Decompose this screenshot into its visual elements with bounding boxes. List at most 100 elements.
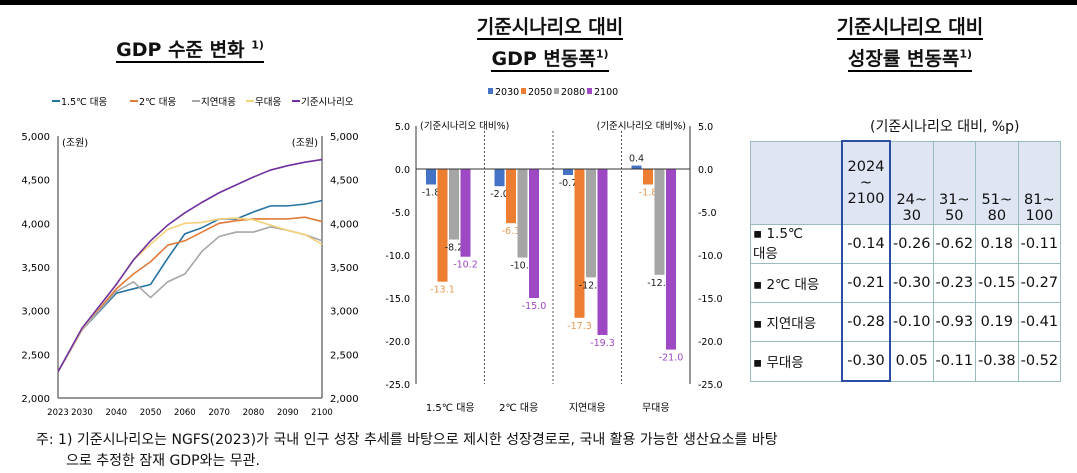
- y-tick-right: 5,000: [330, 132, 359, 143]
- legend-swatch: [554, 88, 559, 94]
- table-cell: -0.41: [1017, 302, 1062, 342]
- chart2-title: 기준시나리오 대비 GDP 변동폭1): [476, 16, 624, 73]
- table-cell: 0.05: [889, 341, 934, 382]
- legend-label: 2030: [495, 87, 519, 98]
- bar: [597, 169, 608, 335]
- y-tick-right: -25.0: [698, 380, 723, 391]
- category-label: 무대응: [642, 402, 670, 414]
- bar: [666, 169, 676, 350]
- x-tick: 2070: [208, 408, 230, 418]
- legend-label: 2℃ 대응: [139, 97, 176, 108]
- table-cell: -0.15: [975, 263, 1019, 303]
- legend-label: 기준시나리오: [301, 97, 354, 108]
- table-cell: -0.38: [975, 341, 1019, 382]
- row-label: ▪ 1.5℃ 대응: [750, 224, 843, 264]
- table-cell: -0.93: [932, 302, 977, 342]
- series-line: [57, 217, 323, 373]
- y-tick-left: -20.0: [385, 337, 410, 348]
- table-row: ▪ 2℃ 대응 -0.21 -0.30 -0.23 -0.15 -0.27: [750, 263, 1062, 303]
- growth-table: 2024 ~2100 24~ 30 31~ 50 51~ 80 81~ 100 ▪ 1.5℃ 대응 -0…: [750, 140, 1062, 382]
- y-tick-left: 4,000: [21, 219, 50, 230]
- column-header: 2024 ~2100: [841, 140, 891, 225]
- table-cell: -0.10: [889, 302, 934, 342]
- y-tick-left: -15.0: [385, 294, 410, 305]
- legend-label: 2050: [528, 87, 552, 98]
- table-cell: -0.27: [1017, 263, 1062, 303]
- y-tick-right: 2,500: [330, 350, 359, 361]
- bar: [586, 169, 596, 278]
- bar: [643, 169, 653, 185]
- data-label: -13.1: [430, 285, 455, 296]
- y-tick-left: 2,000: [21, 394, 50, 405]
- table-cell: -0.14: [841, 224, 891, 264]
- legend-label: 무대응: [255, 97, 281, 108]
- y-tick-left: -25.0: [385, 380, 410, 391]
- y-tick-left: -5.0: [391, 208, 410, 219]
- column-header: 31~ 50: [932, 140, 977, 225]
- chart1-title: GDP 수준 변화 1): [116, 39, 264, 64]
- y-unit-left: (조원): [62, 137, 88, 149]
- x-tick: 2080: [243, 408, 265, 418]
- table-caption: (기준시나리오 대비, %p): [870, 119, 1020, 135]
- row-label: ▪ 2℃ 대응: [750, 263, 843, 303]
- bar: [574, 169, 585, 318]
- data-label: -10.2: [453, 260, 478, 271]
- data-label: -21.0: [659, 353, 684, 364]
- y-tick-left: 3,000: [21, 307, 50, 318]
- y-tick-left: 4,500: [21, 176, 50, 187]
- bar: [506, 169, 516, 224]
- table-cell: 0.19: [975, 302, 1019, 342]
- y-tick-right: -5.0: [698, 208, 717, 219]
- y-tick-right: 5.0: [698, 122, 713, 133]
- top-rule: [0, 0, 1077, 5]
- y-tick-right: 4,000: [330, 219, 359, 230]
- bar: [529, 169, 539, 298]
- table-cell: -0.11: [1017, 224, 1062, 264]
- table-cell: -0.11: [932, 341, 977, 382]
- x-tick: 2050: [140, 408, 162, 418]
- y-unit-right: (기준시나리오 대비%): [597, 121, 686, 132]
- bar: [426, 169, 436, 185]
- data-label: -0.7: [559, 178, 578, 189]
- data-label: -1.8: [422, 187, 441, 198]
- y-tick-right: 3,500: [330, 263, 359, 274]
- table-cell: -0.23: [932, 263, 977, 303]
- y-tick-right: 3,000: [330, 307, 359, 318]
- data-label: -12.3: [647, 278, 672, 289]
- table-cell: -0.62: [932, 224, 977, 264]
- table-row: ▪ 지연대응 -0.28 -0.10 -0.93 0.19 -0.41: [750, 302, 1062, 342]
- bar: [654, 169, 665, 275]
- y-tick-right: 0.0: [698, 165, 713, 176]
- row-label: ▪ 무대응: [750, 341, 843, 382]
- legend-label: 2100: [594, 87, 618, 98]
- table-cell: -0.26: [889, 224, 934, 264]
- table-cell: -0.28: [841, 302, 891, 342]
- table-cell: -0.30: [841, 341, 891, 382]
- data-label: -2.0: [490, 189, 509, 200]
- legend-swatch: [488, 88, 493, 94]
- y-tick-right: 4,500: [330, 176, 359, 187]
- y-tick-left: 0.0: [395, 165, 410, 176]
- category-label: 지연대응: [569, 402, 606, 414]
- y-tick-left: 5,000: [21, 132, 50, 143]
- y-tick-left: 2,500: [21, 350, 50, 361]
- series-line: [57, 226, 323, 373]
- x-tick: 2040: [105, 408, 127, 418]
- column-header: 24~ 30: [889, 140, 934, 225]
- data-label: -17.3: [567, 321, 592, 332]
- x-tick: 2060: [174, 408, 196, 418]
- y-tick-right: -20.0: [698, 337, 723, 348]
- data-label: -6.3: [502, 226, 521, 237]
- bar: [631, 165, 642, 169]
- row-label: ▪ 지연대응: [750, 302, 843, 342]
- data-label: -10.3: [510, 261, 535, 272]
- bar: [460, 169, 471, 257]
- x-tick: 2090: [277, 408, 299, 418]
- column-header: 81~ 100: [1017, 140, 1062, 225]
- data-label: 0.4: [629, 154, 644, 165]
- category-label: 2℃ 대응: [499, 402, 538, 414]
- header-corner: [750, 140, 843, 225]
- table-row: ▪ 무대응 -0.30 0.05 -0.11 -0.38 -0.52: [750, 341, 1062, 382]
- data-label: -19.3: [590, 338, 615, 349]
- series-line: [57, 199, 323, 373]
